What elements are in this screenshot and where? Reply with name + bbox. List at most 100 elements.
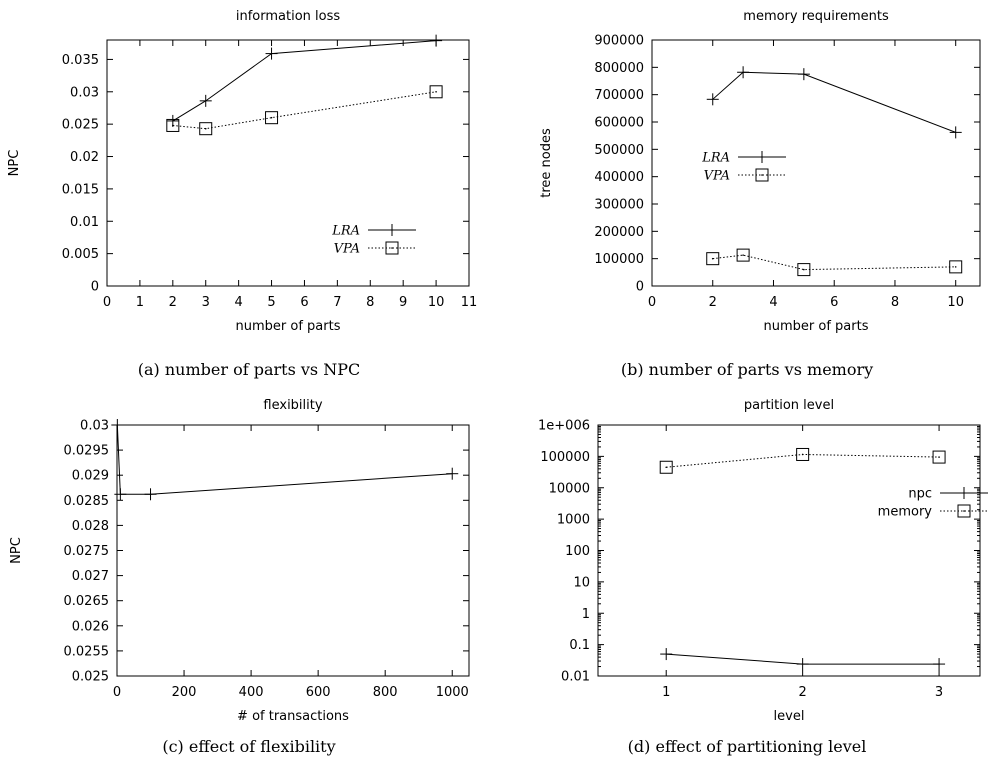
y-tick-label: 0.0295 bbox=[64, 444, 110, 459]
y-tick-label: 0 bbox=[91, 280, 99, 295]
plot-frame bbox=[106, 39, 470, 287]
data-point bbox=[932, 450, 946, 464]
y-axis-label: NPC bbox=[9, 537, 24, 564]
legend-label: LRA bbox=[331, 224, 360, 239]
y-tick-label: 0.026 bbox=[72, 619, 109, 634]
data-point bbox=[706, 93, 719, 106]
y-axis-label: NPC bbox=[7, 150, 22, 177]
y-tick-label: 10 bbox=[573, 575, 590, 590]
plot-frame bbox=[116, 424, 470, 677]
panel-a-caption: (a) number of parts vs NPC bbox=[137, 360, 361, 379]
x-tick-label: 9 bbox=[399, 295, 407, 310]
y-tick-label: 0.035 bbox=[62, 53, 99, 68]
y-tick-label: 0.03 bbox=[70, 85, 99, 100]
chart-d: 1 2 3 0.01 0.1 1 10 100 1000 10000 100000 1e+006 lev… bbox=[538, 419, 988, 724]
y-tick-label: 0.1 bbox=[569, 638, 590, 653]
data-point bbox=[659, 460, 673, 474]
data-point bbox=[111, 419, 124, 431]
legend-marker bbox=[957, 504, 971, 518]
x-tick-label: 1 bbox=[136, 295, 144, 310]
x-axis-label: # of transactions bbox=[237, 709, 349, 724]
y-tick-label: 0 bbox=[636, 280, 644, 295]
x-tick-label: 6 bbox=[300, 295, 308, 310]
data-point bbox=[797, 263, 811, 277]
panel-c-title: flexibility bbox=[263, 398, 323, 413]
y-tick-label: 0.029 bbox=[72, 469, 109, 484]
y-tick-label: 1000 bbox=[557, 513, 590, 528]
y-tick-label: 300000 bbox=[594, 198, 644, 213]
data-point bbox=[737, 66, 750, 79]
x-axis-label: level bbox=[774, 709, 805, 724]
y-tick-label: 0.01 bbox=[561, 670, 590, 685]
x-tick-label: 1000 bbox=[436, 685, 469, 700]
x-tick-label: 6 bbox=[830, 295, 838, 310]
x-tick-label: 600 bbox=[306, 685, 331, 700]
chart-a: 0 1 2 3 4 5 6 7 8 9 10 11 0 0.005 0.01 0.015 0.02 0.025 0.… bbox=[7, 34, 478, 334]
legend-label: npc bbox=[908, 487, 932, 502]
y-tick-label: 1e+006 bbox=[538, 419, 590, 434]
x-tick-label: 4 bbox=[234, 295, 242, 310]
x-tick-label: 10 bbox=[428, 295, 445, 310]
x-tick-label: 800 bbox=[373, 685, 398, 700]
panel-b-title: memory requirements bbox=[743, 9, 889, 24]
legend-label: VPA bbox=[704, 169, 730, 184]
y-tick-label: 600000 bbox=[594, 116, 644, 131]
data-point bbox=[265, 111, 279, 125]
data-point bbox=[949, 126, 962, 139]
data-point bbox=[706, 252, 720, 266]
x-tick-label: 1 bbox=[662, 685, 670, 700]
chart-b: 0 2 4 6 8 10 0 100000 200000 300000 400000 500000 60… bbox=[539, 34, 981, 334]
y-tick-label: 0.028 bbox=[72, 519, 109, 534]
data-point bbox=[660, 648, 673, 661]
data-point bbox=[430, 34, 443, 47]
y-tick-label: 10000 bbox=[549, 481, 590, 496]
x-tick-label: 5 bbox=[267, 295, 275, 310]
x-tick-label: 3 bbox=[935, 685, 943, 700]
y-tick-label: 0.005 bbox=[62, 247, 99, 262]
y-tick-label: 0.025 bbox=[62, 118, 99, 133]
legend-marker bbox=[756, 151, 768, 163]
y-tick-label: 0.0285 bbox=[64, 494, 110, 509]
x-axis-label: number of parts bbox=[236, 319, 341, 334]
y-tick-label: 700000 bbox=[594, 88, 644, 103]
data-point bbox=[144, 488, 157, 501]
x-tick-label: 200 bbox=[172, 685, 197, 700]
data-point bbox=[949, 260, 963, 274]
y-tick-label: 1 bbox=[582, 607, 590, 622]
y-tick-label: 200000 bbox=[594, 225, 644, 240]
x-tick-label: 3 bbox=[202, 295, 210, 310]
x-tick-label: 0 bbox=[648, 295, 656, 310]
x-tick-label: 2 bbox=[709, 295, 717, 310]
y-tick-label: 0.027 bbox=[72, 569, 109, 584]
legend-label: LRA bbox=[701, 151, 730, 166]
y-tick-label: 900000 bbox=[594, 34, 644, 49]
x-tick-label: 400 bbox=[239, 685, 264, 700]
x-axis-label: number of parts bbox=[764, 319, 869, 334]
data-point bbox=[199, 122, 213, 136]
panel-d-caption: (d) effect of partitioning level bbox=[627, 737, 867, 756]
legend-marker bbox=[958, 487, 970, 499]
plot-frame bbox=[651, 39, 981, 287]
legend-marker bbox=[386, 224, 398, 236]
y-axis-label: tree nodes bbox=[539, 128, 554, 198]
y-tick-label: 500000 bbox=[594, 143, 644, 158]
y-tick-label: 0.025 bbox=[72, 670, 109, 685]
x-tick-label: 11 bbox=[461, 295, 478, 310]
x-tick-label: 8 bbox=[891, 295, 899, 310]
y-tick-label: 0.02 bbox=[70, 150, 99, 165]
data-point bbox=[429, 85, 443, 99]
data-point bbox=[797, 68, 810, 81]
x-tick-label: 0 bbox=[113, 685, 121, 700]
y-tick-label: 0.0255 bbox=[64, 644, 110, 659]
y-tick-label: 400000 bbox=[594, 170, 644, 185]
panel-d-title: partition level bbox=[743, 398, 835, 413]
series-line-vpa bbox=[172, 91, 437, 130]
y-tick-label: 0.0275 bbox=[64, 544, 110, 559]
data-point bbox=[796, 447, 810, 461]
y-tick-label: 100000 bbox=[594, 252, 644, 267]
data-point bbox=[199, 94, 212, 107]
series-line-lra bbox=[712, 71, 956, 133]
x-tick-label: 2 bbox=[799, 685, 807, 700]
y-tick-label: 0.01 bbox=[70, 215, 99, 230]
